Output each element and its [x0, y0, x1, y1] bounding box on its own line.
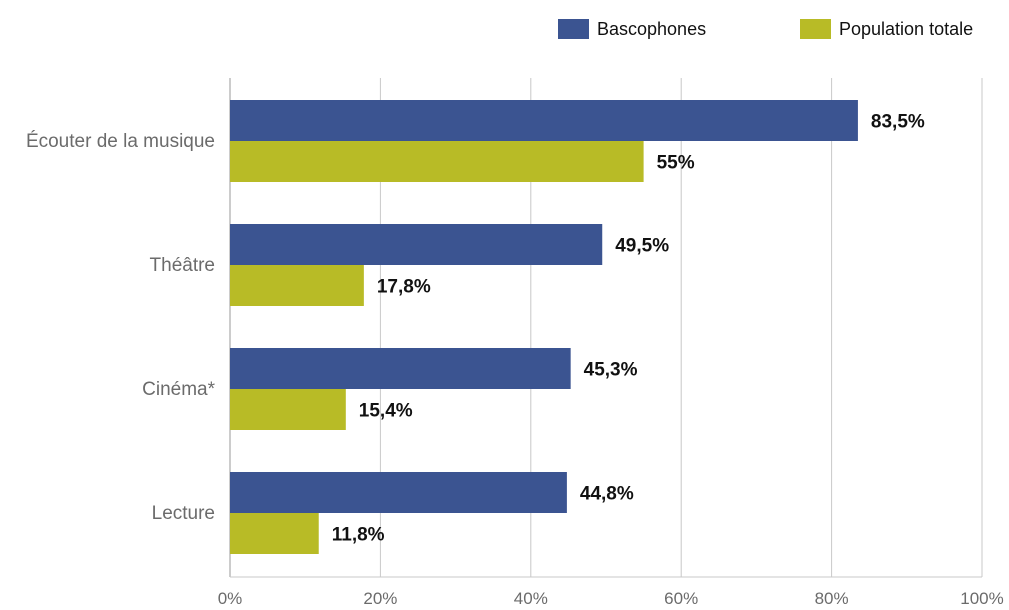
legend-swatch-bascophones — [558, 19, 589, 39]
legend: Bascophones Population totale — [558, 19, 973, 39]
category-label: Cinéma* — [142, 379, 215, 400]
data-labels: 83,5% 55% 49,5% 17,8% 45,3% 15,4% 44,8% 11,8% — [332, 112, 925, 546]
bar-bascophones — [230, 472, 567, 513]
data-label: 45,3% — [584, 360, 638, 381]
category-label: Lecture — [152, 503, 215, 524]
bar-bascophones — [230, 224, 603, 265]
data-label: 83,5% — [871, 112, 925, 133]
category-labels: Écouter de la musique Théâtre Cinéma* Lectu… — [26, 131, 216, 524]
x-tick-label: 20% — [363, 589, 397, 608]
legend-label-bascophones: Bascophones — [597, 19, 706, 39]
x-axis-ticks: 0% 20% 40% 60% 80% 100% — [218, 589, 1004, 608]
data-label: 11,8% — [332, 525, 385, 546]
x-tick-label: 100% — [960, 589, 1003, 608]
data-label: 44,8% — [580, 484, 634, 505]
bar-bascophones — [230, 100, 858, 141]
bar-population-totale — [230, 141, 644, 182]
data-label: 15,4% — [359, 401, 413, 422]
data-label: 17,8% — [377, 277, 431, 298]
x-tick-label: 0% — [218, 589, 243, 608]
data-label: 55% — [657, 153, 695, 174]
bar-population-totale — [230, 389, 346, 430]
data-label: 49,5% — [615, 236, 669, 257]
x-tick-label: 80% — [815, 589, 849, 608]
category-label: Théâtre — [150, 255, 215, 276]
x-tick-label: 40% — [514, 589, 548, 608]
bars — [230, 100, 858, 554]
bar-population-totale — [230, 265, 364, 306]
category-label: Écouter de la musique — [26, 131, 215, 152]
bar-bascophones — [230, 348, 571, 389]
bar-population-totale — [230, 513, 319, 554]
x-tick-label: 60% — [664, 589, 698, 608]
legend-swatch-population-totale — [800, 19, 831, 39]
legend-label-population-totale: Population totale — [839, 19, 973, 39]
